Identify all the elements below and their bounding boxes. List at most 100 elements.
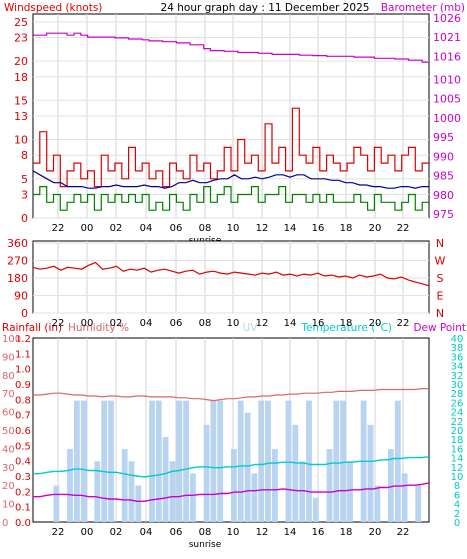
uv-bar [299, 461, 306, 522]
humidity-y-tick-label: 60 [2, 408, 15, 419]
temperature-y-tick-label: 24 [451, 408, 464, 419]
uv-bar [265, 400, 271, 522]
compass-tick-label: W [435, 254, 446, 267]
x-tick-label: 00 [81, 318, 94, 329]
wind-y-tick-label: 23 [14, 32, 28, 45]
uv-bar [108, 400, 114, 522]
compass-tick-label: N [436, 307, 444, 320]
direction-y-tick-label: 0 [21, 307, 28, 320]
humidity-y-tick-label: 100 [2, 334, 21, 345]
direction-y-tick-label: 90 [14, 289, 28, 302]
uv-bar [149, 400, 155, 522]
x-tick-label: 06 [170, 527, 183, 538]
x-tick-label: 12 [256, 527, 269, 538]
x-tick-label: 22 [397, 223, 410, 234]
x-tick-label: 00 [81, 527, 94, 538]
humidity-y-tick-label: 10 [2, 500, 15, 511]
uv-bar [374, 485, 381, 522]
temperature-y-tick-label: 10 [451, 472, 464, 483]
uv-axis-label: UV [243, 322, 259, 334]
uv-bar [415, 485, 422, 522]
x-tick-label: 02 [110, 223, 123, 234]
x-tick-label: 18 [340, 527, 353, 538]
wind-lull-line [33, 186, 429, 211]
x-tick-label: 10 [227, 527, 240, 538]
x-tick-label: 06 [170, 318, 183, 329]
x-tick-label: 10 [227, 223, 240, 234]
uv-bar [333, 400, 340, 522]
wind-y-tick-label: 8 [21, 149, 28, 162]
wind-y-tick-label: 18 [14, 71, 28, 84]
uv-bar [67, 449, 73, 522]
barometer-y-tick-label: 975 [433, 208, 454, 221]
temperature-y-tick-label: 20 [451, 426, 464, 437]
x-tick-label: 16 [312, 527, 325, 538]
humidity-y-tick-label: 70 [2, 389, 15, 400]
uv-bar [251, 473, 258, 522]
wind-average-line [32, 170, 429, 189]
temperature-y-tick-label: 28 [451, 389, 464, 400]
uv-bar [94, 461, 101, 522]
direction-y-tick-label: 270 [7, 254, 28, 267]
x-tick-label: 22 [52, 223, 65, 234]
barometer-y-tick-label: 1026 [433, 12, 461, 25]
temperature-y-tick-label: 40 [451, 334, 464, 345]
uv-bar [203, 424, 210, 522]
wind-direction-chart: 22 00 02 04 06 08 10 12 14 16 18 20 22 0 N 90 E 180 S 270 W 3… [7, 237, 446, 329]
uv-bar [347, 461, 353, 522]
temperature-axis-label: Temperature (°C) [300, 322, 392, 334]
wind-y-tick-label: 13 [14, 110, 28, 123]
humidity-axis-label: Humidity % [68, 322, 129, 334]
barometer-y-tick-label: 1016 [433, 50, 461, 63]
x-tick-label: 04 [140, 527, 153, 538]
wind-y-tick-label: 5 [21, 173, 28, 186]
x-tick-label: 18 [340, 223, 353, 234]
humidity-y-tick-label: 0 [2, 518, 8, 529]
x-tick-label: 20 [369, 223, 382, 234]
temperature-y-tick-label: 22 [451, 417, 464, 428]
x-tick-label: 10 [227, 318, 240, 329]
rainfall-y-tick-label: 0.3 [15, 472, 31, 483]
temperature-y-tick-label: 38 [451, 343, 464, 354]
x-tick-label: 08 [199, 318, 212, 329]
humidity-y-tick-label: 50 [2, 426, 15, 437]
wind-y-tick-label: 10 [14, 134, 28, 147]
rainfall-y-tick-label: 0.7 [15, 411, 31, 422]
uv-bar [176, 400, 183, 522]
uv-bar [367, 424, 374, 522]
humidity-y-tick-label: 80 [2, 371, 15, 382]
wind-gust-line [33, 107, 429, 188]
x-tick-label: 22 [397, 318, 410, 329]
uv-bar [312, 497, 319, 522]
compass-tick-label: S [437, 272, 444, 285]
uv-bar [326, 449, 333, 522]
x-tick-label: 14 [284, 318, 297, 329]
compass-tick-label: E [437, 289, 444, 302]
barometer-y-tick-label: 1005 [433, 93, 461, 106]
temperature-y-tick-label: 14 [451, 454, 464, 465]
x-tick-label: 02 [110, 527, 123, 538]
rainfall-y-tick-label: 0.6 [15, 426, 31, 437]
rainfall-y-tick-label: 0.4 [15, 457, 31, 468]
uv-bar [285, 400, 292, 522]
humidity-y-tick-label: 40 [2, 444, 15, 455]
wind-y-tick-label: 20 [14, 55, 28, 68]
temperature-y-tick-label: 0 [454, 518, 460, 529]
rainfall-y-tick-label: 0.0 [15, 518, 31, 529]
x-tick-label: 08 [199, 223, 212, 234]
uv-bar [217, 400, 224, 522]
uv-bar [244, 412, 251, 522]
x-tick-label: 22 [52, 318, 65, 329]
compass-tick-label: N [436, 237, 444, 250]
uv-bar [190, 473, 196, 522]
rainfall-y-tick-label: 0.9 [15, 380, 31, 391]
x-tick-label: 22 [397, 527, 410, 538]
uv-bar [231, 449, 237, 522]
uv-bar [121, 449, 128, 522]
x-tick-label: 22 [52, 527, 65, 538]
barometer-y-tick-label: 1021 [433, 31, 461, 44]
x-tick-label: 20 [369, 318, 382, 329]
barometer-y-tick-label: 980 [433, 189, 454, 202]
humidity-y-tick-label: 20 [2, 481, 15, 492]
